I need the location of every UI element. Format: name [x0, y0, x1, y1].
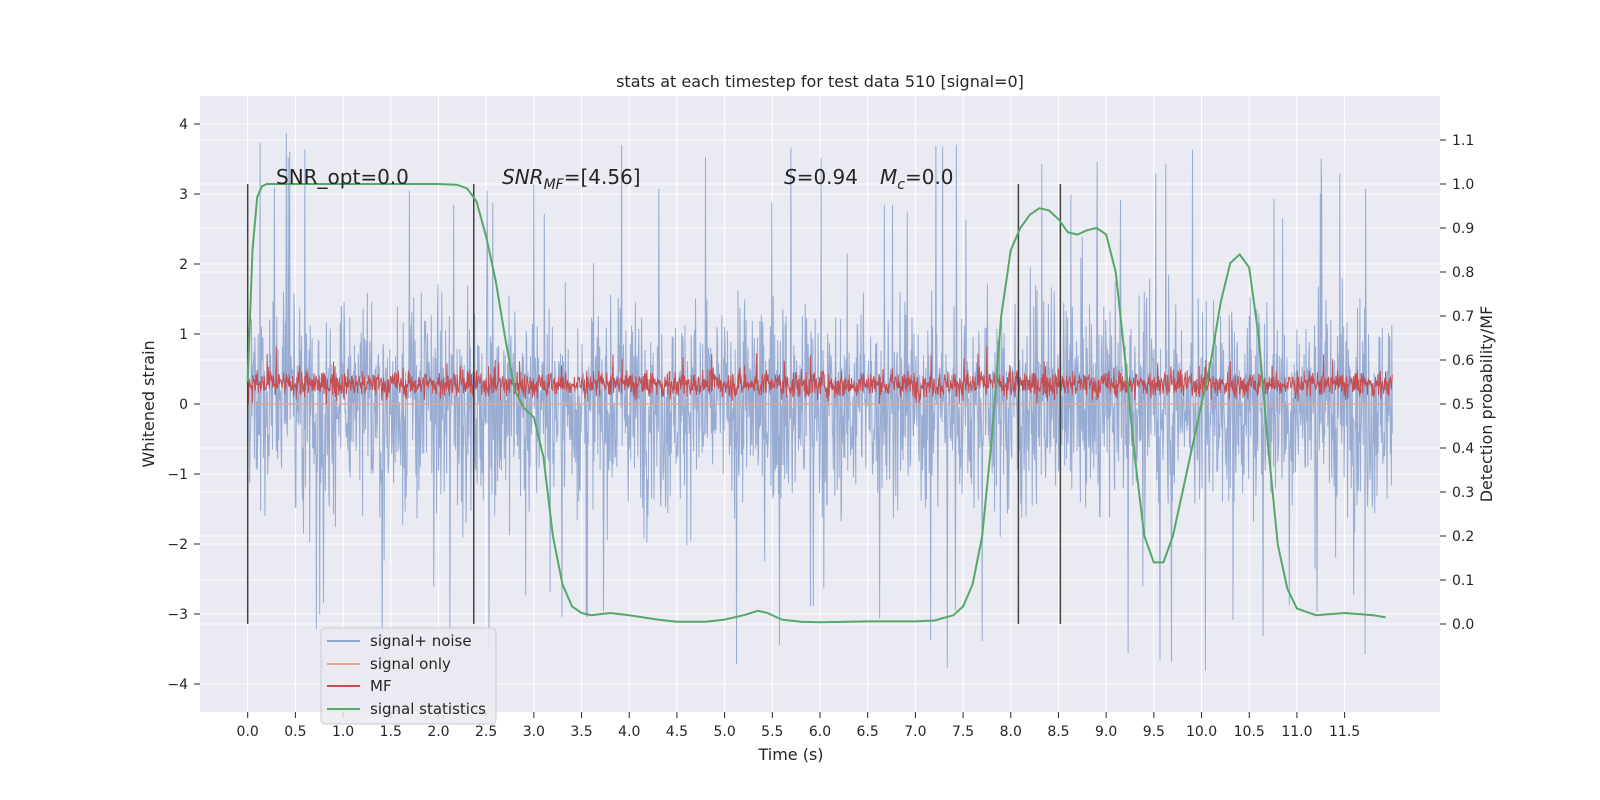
legend: signal+ noise signal only MF signal stat…: [320, 627, 497, 725]
y-tick-label-right: 0.2: [1452, 529, 1474, 545]
x-tick-label: 1.5: [380, 724, 402, 740]
legend-box: [320, 627, 497, 725]
s-value: =0.94: [797, 165, 858, 189]
x-tick-label: 11.0: [1281, 724, 1312, 740]
x-tick-label: 3.0: [523, 724, 545, 740]
x-tick-label: 5.0: [713, 724, 735, 740]
x-tick-label: 2.5: [475, 724, 497, 740]
y-tick-label-right: 0.3: [1452, 485, 1474, 501]
x-tick-label: 10.5: [1234, 724, 1265, 740]
y-tick-label-right: 0.0: [1452, 617, 1474, 633]
x-tick-label: 5.5: [761, 724, 783, 740]
mc-value: =0.0: [905, 165, 954, 189]
series-signal-statistics: [246, 183, 1386, 624]
y-tick-label-left: 4: [179, 117, 188, 133]
snr-mf-symbol: SNR: [502, 165, 544, 189]
x-tick-label: 9.0: [1095, 724, 1117, 740]
x-tick-label: 8.0: [1000, 724, 1022, 740]
x-tick-label: 8.5: [1047, 724, 1069, 740]
x-tick-label: 9.5: [1143, 724, 1165, 740]
series-signal-noise: [247, 132, 1393, 672]
x-tick-label: 6.0: [809, 724, 831, 740]
y-tick-label-right: 0.1: [1452, 573, 1474, 589]
x-tick-label: 7.0: [904, 724, 926, 740]
annotation-snr-opt: SNR_opt=0.0: [276, 165, 409, 189]
x-tick-label: 2.0: [427, 724, 449, 740]
y-tick-label-left: 1: [179, 327, 188, 343]
y-tick-label-left: −4: [167, 677, 188, 693]
legend-label-signal-noise: signal+ noise: [370, 632, 472, 650]
y-tick-label-left: 0: [179, 397, 188, 413]
annotation-snr-mf: SNRMF=[4.56]: [502, 165, 641, 193]
y-tick-label-right: 0.4: [1452, 441, 1474, 457]
y-tick-label-left: −3: [167, 607, 188, 623]
annotation-s: S=0.94: [784, 165, 858, 189]
y-tick-label-right: 0.9: [1452, 221, 1474, 237]
x-tick-label: 4.0: [618, 724, 640, 740]
y-tick-label-right: 0.7: [1452, 309, 1474, 325]
x-tick-label: 10.0: [1186, 724, 1217, 740]
legend-label-signal-statistics: signal statistics: [370, 700, 486, 718]
x-tick-label: 1.0: [332, 724, 354, 740]
y-axis-label-right: Detection probability/MF: [1477, 306, 1496, 503]
mc-subscript: c: [897, 177, 905, 193]
y-tick-label-right: 0.5: [1452, 397, 1474, 413]
x-tick-label: 11.5: [1329, 724, 1360, 740]
mc-symbol: M: [880, 165, 897, 189]
s-symbol: S: [784, 165, 797, 189]
legend-label-signal-only: signal only: [370, 655, 451, 673]
ticks: 0.0 0.5 1.0 1.5 2.0 2.5 3.0 3.5 4.0 4.5 5.0 5.5 6.0 6…: [167, 117, 1474, 740]
y-tick-label-left: −2: [167, 537, 188, 553]
chart-title: stats at each timestep for test data 510…: [616, 72, 1024, 91]
vertical-markers: [246, 183, 1386, 624]
y-tick-label-left: −1: [167, 467, 188, 483]
legend-label-mf: MF: [370, 677, 392, 695]
y-tick-label-left: 2: [179, 257, 188, 273]
x-tick-label: 0.5: [284, 724, 306, 740]
x-tick-label: 3.5: [570, 724, 592, 740]
x-tick-label: 7.5: [952, 724, 974, 740]
x-tick-label: 6.5: [857, 724, 879, 740]
x-tick-label: 4.5: [666, 724, 688, 740]
y-tick-label-right: 0.8: [1452, 265, 1474, 281]
snr-mf-value: =[4.56]: [564, 165, 641, 189]
y-tick-label-right: 0.6: [1452, 353, 1474, 369]
x-tick-label: 0.0: [237, 724, 259, 740]
y-tick-label-left: 3: [179, 187, 188, 203]
annotation-mc: Mc=0.0: [880, 165, 954, 193]
snr-mf-subscript: MF: [544, 177, 565, 193]
x-axis-label: Time (s): [757, 745, 823, 764]
y-axis-label-left: Whitened strain: [139, 340, 158, 467]
series-mf: [247, 346, 1393, 405]
y-tick-label-right: 1.1: [1452, 133, 1474, 149]
y-tick-label-right: 1.0: [1452, 177, 1474, 193]
